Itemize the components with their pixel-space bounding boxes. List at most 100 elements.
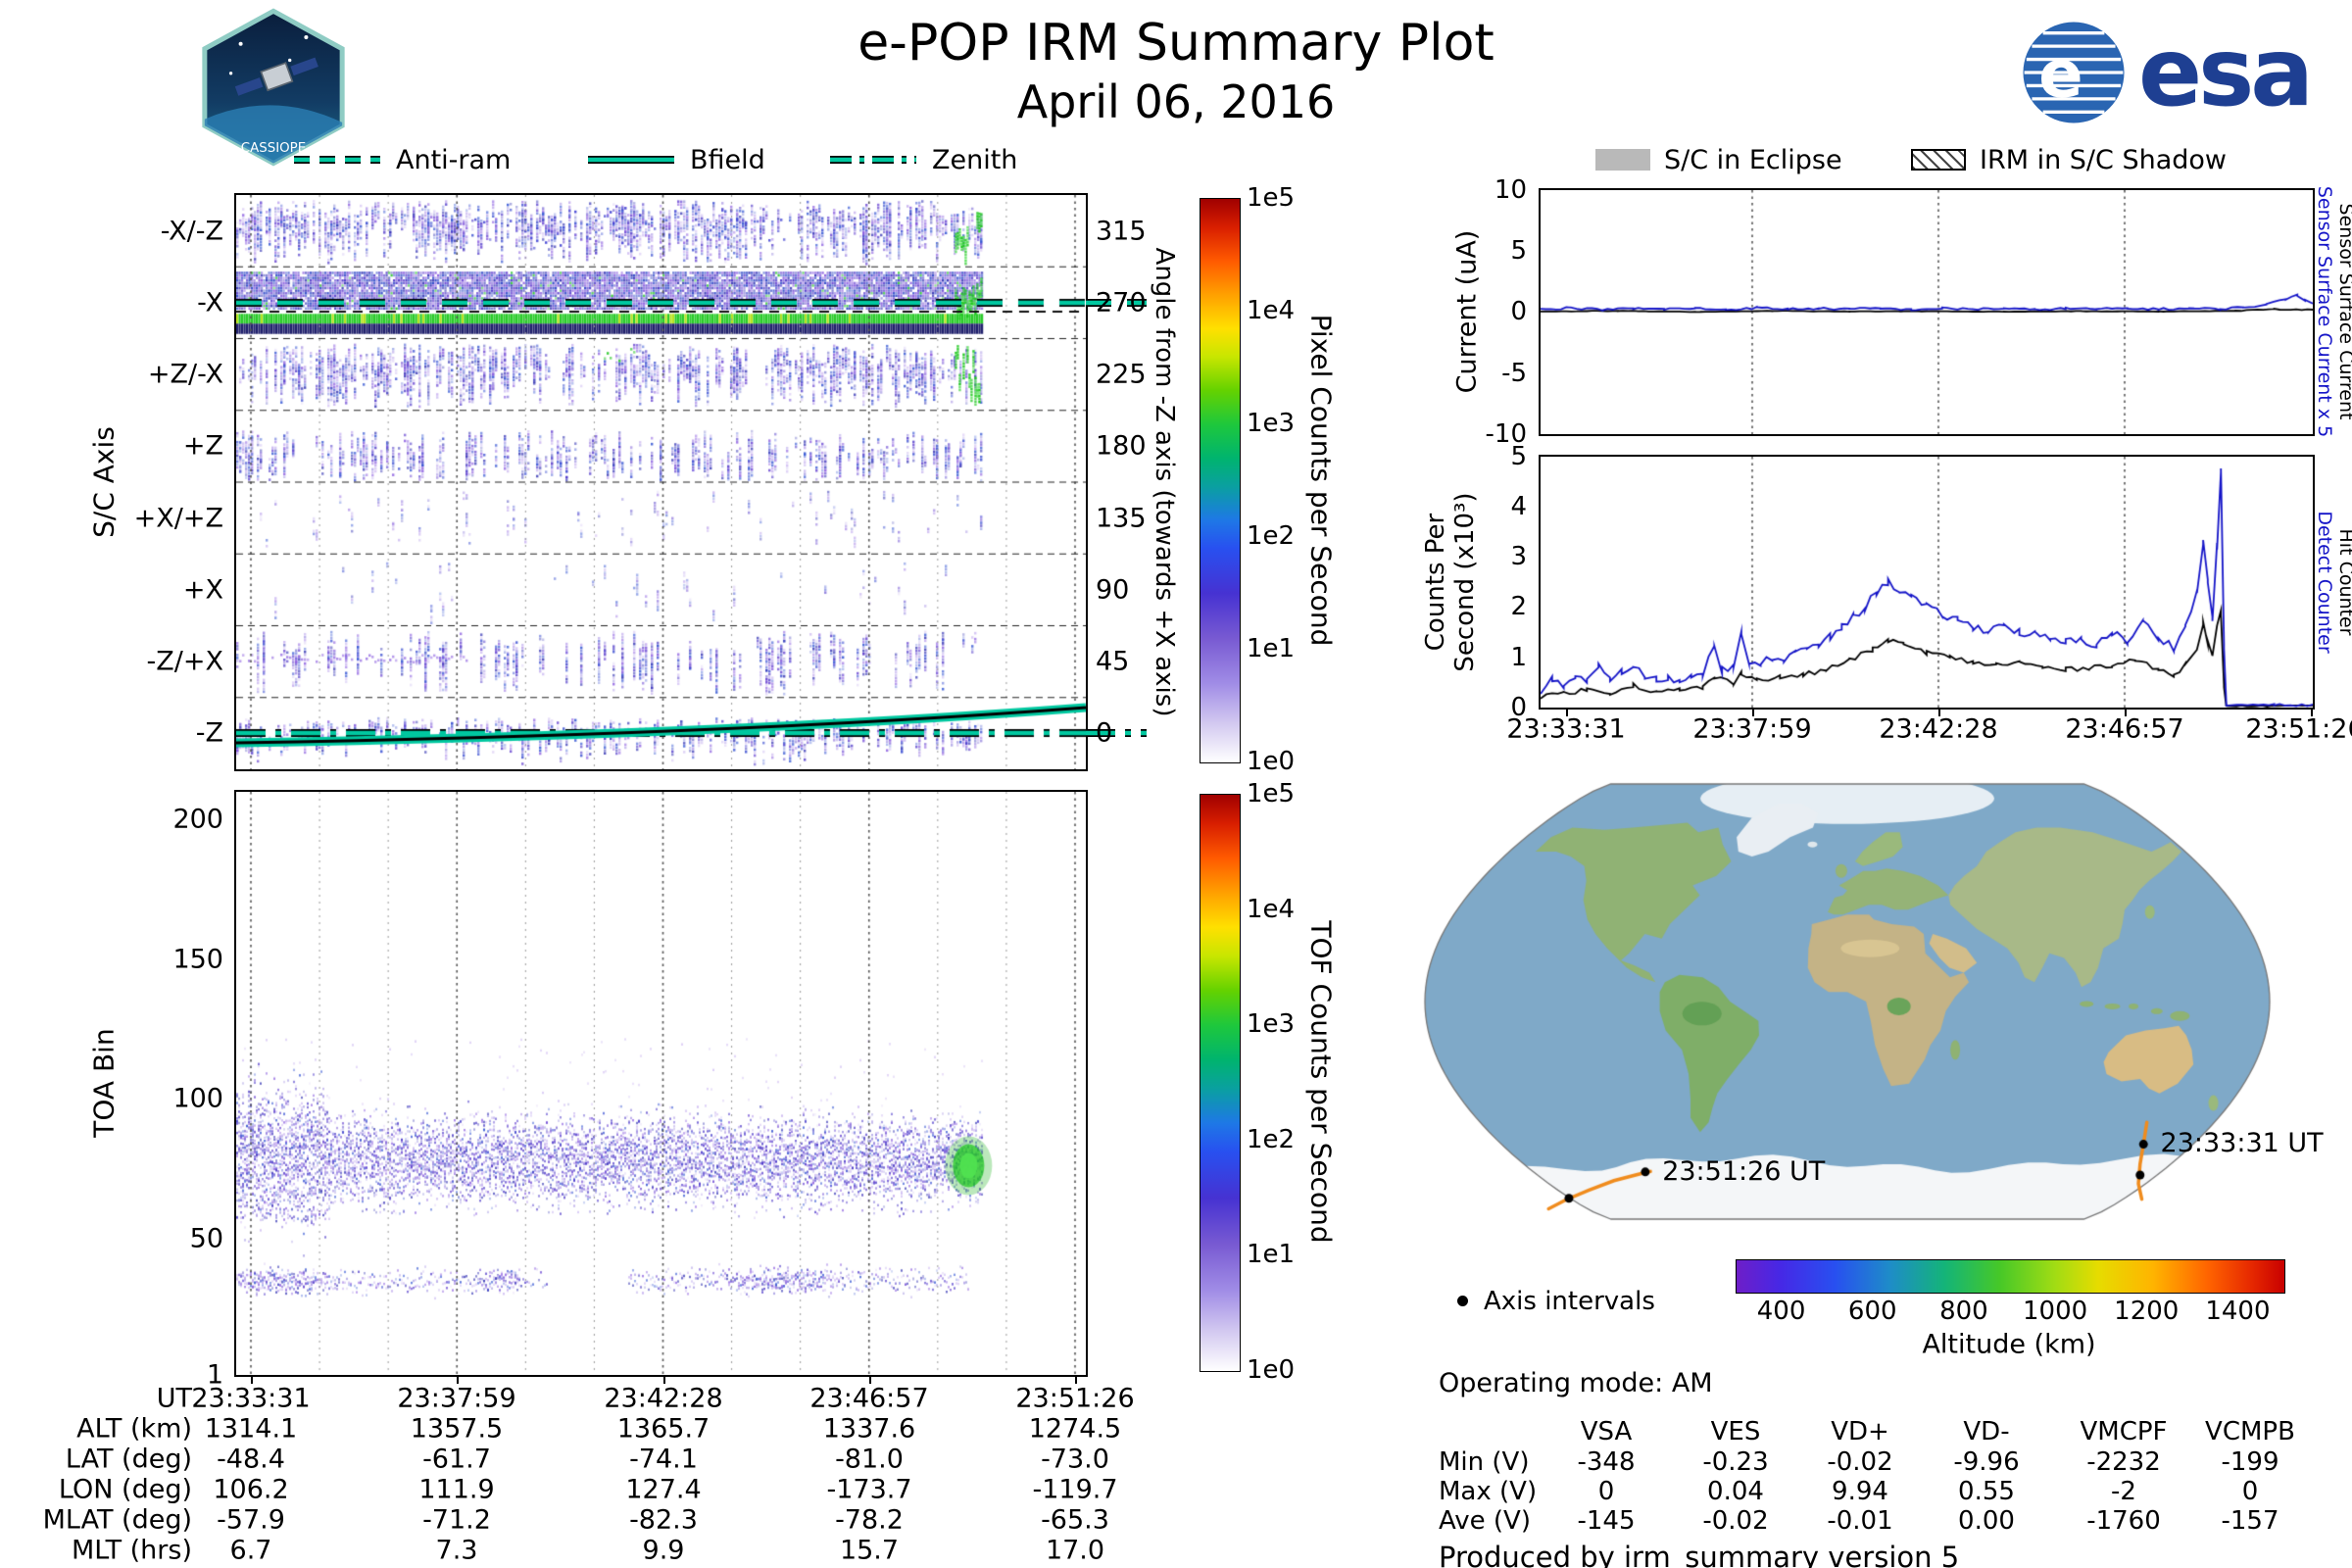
- voltage-cell: -1760: [2086, 1506, 2161, 1536]
- ephemeris-cell: 23:51:26: [1015, 1383, 1135, 1414]
- ephemeris-cell: -82.3: [629, 1504, 698, 1536]
- current-panel: [1539, 188, 2315, 436]
- ephemeris-cell: 1337.6: [822, 1413, 916, 1445]
- toa-ytick: 50: [189, 1223, 223, 1254]
- ephemeris-row-label: LON (deg): [58, 1474, 192, 1505]
- right-time-tick: 23:33:31: [1506, 713, 1626, 745]
- angle-axis-label: Angle from -Z axis (towards +X axis): [1150, 247, 1179, 717]
- eclipse-swatch-icon: [1595, 149, 1650, 171]
- shadow-label: IRM in S/C Shadow: [1980, 144, 2228, 175]
- mission-patch-label: CASSIOPE: [241, 141, 306, 156]
- altitude-tick: 1400: [2205, 1297, 2271, 1326]
- counts-ylabel-line1: Counts Per: [1421, 513, 1450, 652]
- counts-ytick: 3: [1510, 542, 1527, 571]
- detect-counter-label: Detect Counter: [2314, 511, 2335, 654]
- shadow-swatch-icon: [1911, 149, 1966, 171]
- ephemeris-cell: 127.4: [625, 1474, 702, 1505]
- voltage-cell: 9.94: [1832, 1477, 1888, 1506]
- ephemeris-cell: 1314.1: [204, 1413, 298, 1445]
- ephemeris-cell: -61.7: [422, 1444, 491, 1475]
- sc-axis-ytick: -X: [197, 287, 223, 318]
- right-time-tick: 23:37:59: [1692, 713, 1812, 745]
- sc-axis-spectrogram-canvas: [236, 195, 1086, 769]
- sc-axis-ylabel: S/C Axis: [87, 426, 121, 538]
- legend-zenith-label: Zenith: [932, 144, 1018, 175]
- ephemeris-cell: 106.2: [213, 1474, 289, 1505]
- voltage-cell: -199: [2221, 1447, 2279, 1477]
- axis-tick-mark: [1938, 708, 1940, 716]
- ephemeris-cell: -119.7: [1032, 1474, 1118, 1505]
- current-ylabel: Current (uA): [1451, 229, 1483, 394]
- svg-text:e: e: [2038, 36, 2083, 113]
- world-map-canvas: [1423, 782, 2272, 1221]
- ephemeris-cell: -78.2: [835, 1504, 904, 1536]
- counts-panel: [1539, 455, 2315, 710]
- ephemeris-cell: -74.1: [629, 1444, 698, 1475]
- voltage-col-header: VD+: [1831, 1417, 1889, 1446]
- right-time-tick: 23:46:57: [2065, 713, 2184, 745]
- angle-tick: 225: [1096, 359, 1147, 390]
- current-ytick: -10: [1485, 419, 1527, 449]
- ephemeris-cell: 15.7: [839, 1535, 900, 1566]
- ephemeris-cell: 7.3: [435, 1535, 478, 1566]
- toa-ytick: 1: [206, 1359, 223, 1391]
- tof-colorbar: [1200, 794, 1241, 1372]
- voltage-col-header: VES: [1710, 1417, 1761, 1446]
- voltage-cell: 0.04: [1707, 1477, 1764, 1506]
- ephemeris-row-label: ALT (km): [76, 1413, 192, 1445]
- zenith-extension-icon: [1086, 729, 1147, 737]
- angle-tick: 135: [1096, 503, 1147, 534]
- ephemeris-cell: 111.9: [418, 1474, 495, 1505]
- counts-ytick: 1: [1510, 643, 1527, 672]
- voltage-cell: -348: [1577, 1447, 1636, 1477]
- angle-tick: 270: [1096, 287, 1147, 318]
- ephemeris-cell: 23:33:31: [191, 1383, 311, 1414]
- voltage-row-label: Max (V): [1439, 1477, 1538, 1506]
- toa-ylabel: TOA Bin: [87, 1028, 121, 1138]
- page-title: e-POP IRM Summary Plot: [858, 14, 1494, 73]
- altitude-label: Altitude (km): [1922, 1329, 2096, 1360]
- voltage-cell: 0: [2241, 1477, 2259, 1506]
- altitude-colorbar: [1736, 1259, 2285, 1294]
- current-ytick: 5: [1510, 236, 1527, 266]
- voltage-cell: -157: [2221, 1506, 2279, 1536]
- toa-ytick: 200: [172, 804, 223, 835]
- ephemeris-cell: 17.0: [1045, 1535, 1105, 1566]
- right-time-tick: 23:51:26: [2245, 713, 2352, 745]
- altitude-tick: 600: [1847, 1297, 1897, 1326]
- voltage-cell: -9.96: [1953, 1447, 2020, 1477]
- voltage-cell: 0: [1597, 1477, 1615, 1506]
- overlay-legend-zenith: Zenith: [828, 144, 1018, 175]
- ephemeris-row-label: UT: [156, 1383, 192, 1414]
- current-plot-canvas: [1541, 190, 2313, 434]
- ephemeris-row-label: MLT (hrs): [71, 1535, 192, 1566]
- voltage-cell: -2: [2111, 1477, 2136, 1506]
- right-time-tick: 23:42:28: [1879, 713, 1998, 745]
- altitude-tick: 400: [1756, 1297, 1806, 1326]
- sc-axis-ytick: +X/+Z: [133, 503, 223, 534]
- footer-text: Produced by irm_summary version 5: [1439, 1541, 1960, 1568]
- sc-axis-ytick: +Z/-X: [147, 359, 223, 390]
- altitude-tick: 800: [1939, 1297, 1988, 1326]
- voltage-col-header: VD-: [1963, 1417, 2010, 1446]
- sensor-current-label: Sensor Surface Current: [2335, 203, 2352, 420]
- voltage-cell: 0.55: [1958, 1477, 2015, 1506]
- overlay-legend: Anti-ram: [292, 145, 511, 175]
- zenith-line-icon: [830, 156, 916, 164]
- pixel-cbar-tick: 1e5: [1247, 183, 1296, 213]
- sc-axis-ytick: -Z/+X: [146, 646, 223, 677]
- sensor-current-x5-label: Sensor Surface Current x 5: [2314, 185, 2335, 438]
- operating-mode: Operating mode: AM: [1439, 1368, 1713, 1398]
- ephemeris-cell: -71.2: [422, 1504, 491, 1536]
- page-date: April 06, 2016: [1016, 75, 1336, 128]
- hit-counter-label: Hit Counter: [2335, 528, 2352, 636]
- angle-tick: 315: [1096, 216, 1147, 247]
- angle-tick: 0: [1096, 717, 1113, 749]
- shadow-legend-item: IRM in S/C Shadow: [1911, 144, 2228, 175]
- legend-bfield-label: Bfield: [690, 144, 765, 175]
- pixel-cbar-tick: 1e4: [1247, 296, 1296, 325]
- mission-patch: CASSIOPE: [191, 8, 356, 167]
- ephemeris-cell: 23:46:57: [809, 1383, 929, 1414]
- voltage-row-label: Ave (V): [1439, 1506, 1531, 1536]
